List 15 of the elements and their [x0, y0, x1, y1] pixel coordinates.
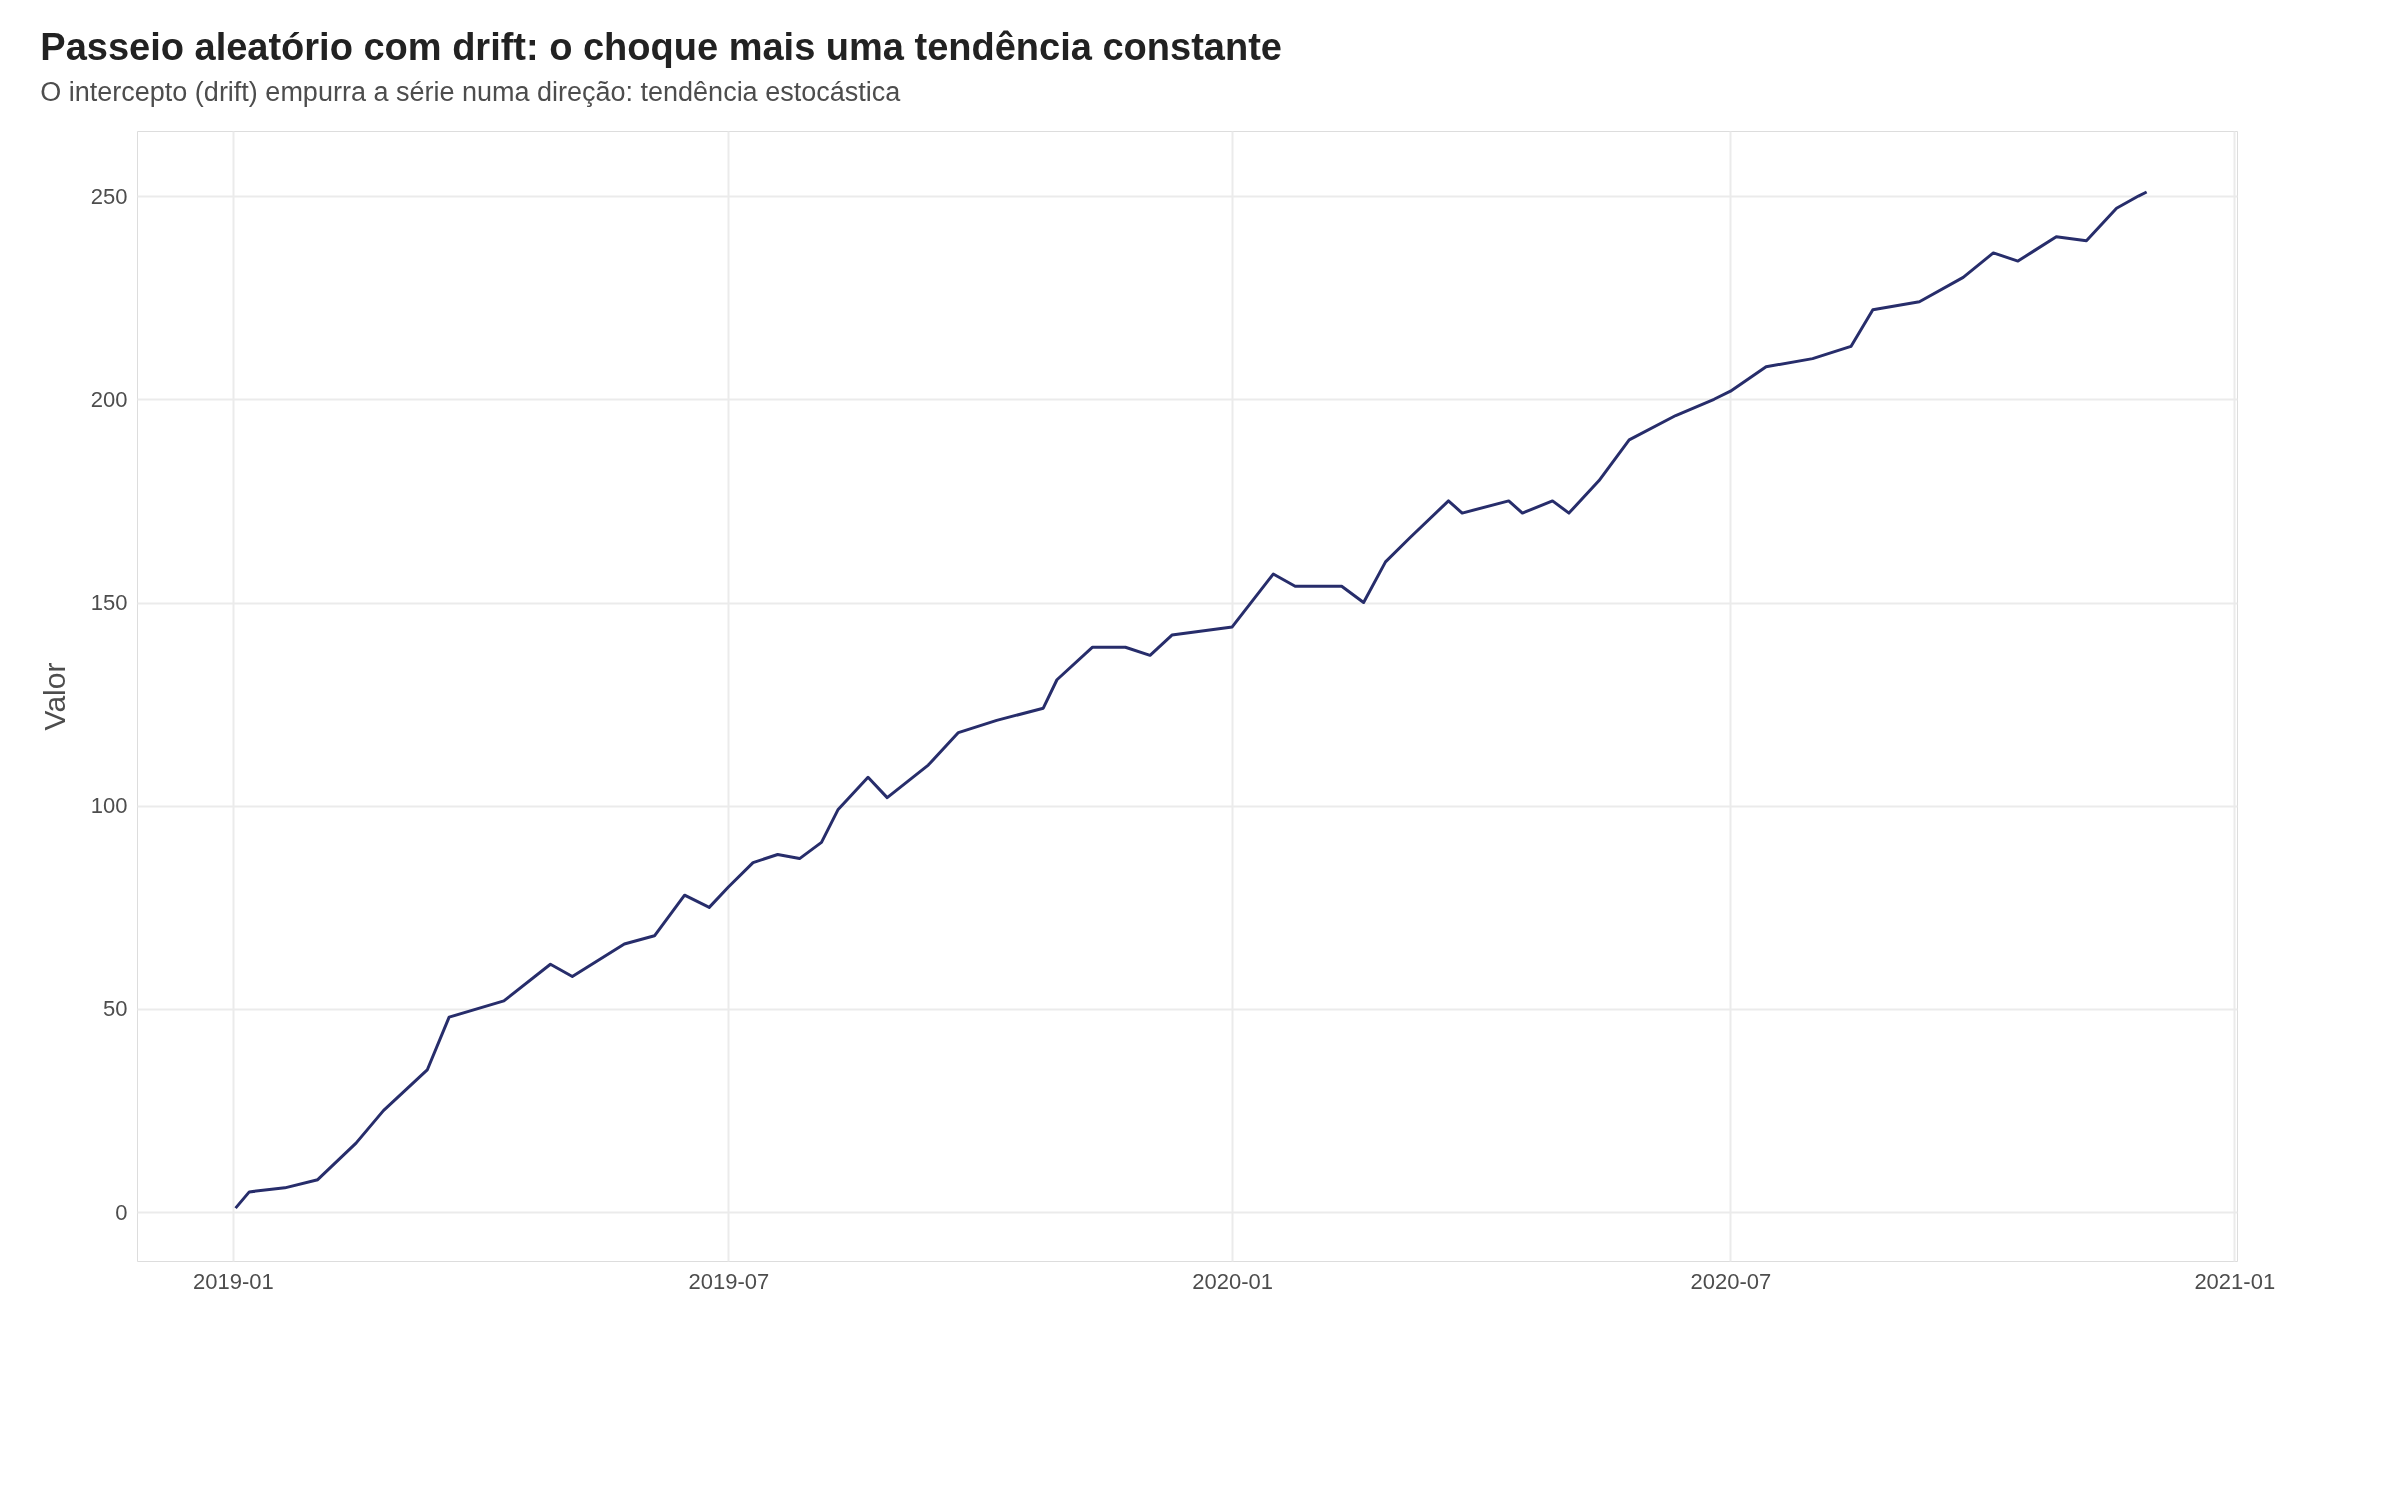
chart-title: Passeio aleatório com drift: o choque mais uma tendência constante [40, 26, 1282, 68]
y-tick-label: 150 [90, 590, 128, 616]
y-tick-label: 0 [115, 1199, 128, 1225]
y-axis-title: Valor [37, 662, 71, 731]
x-tick-label: 2020-07 [1690, 1268, 1772, 1294]
x-tick-label: 2019-01 [192, 1268, 274, 1294]
x-tick-label: 2020-01 [1192, 1268, 1274, 1294]
x-tick-label: 2021-01 [2194, 1268, 2276, 1294]
x-tick-label: 2019-07 [688, 1268, 770, 1294]
y-tick-label: 200 [90, 386, 128, 412]
y-tick-label: 50 [103, 996, 128, 1022]
chart-subtitle: O intercepto (drift) empurra a série numa direção: tendência estocástica [40, 77, 902, 107]
y-tick-label: 250 [90, 183, 128, 209]
line-series [234, 190, 2149, 1210]
y-tick-label: 100 [90, 793, 128, 819]
